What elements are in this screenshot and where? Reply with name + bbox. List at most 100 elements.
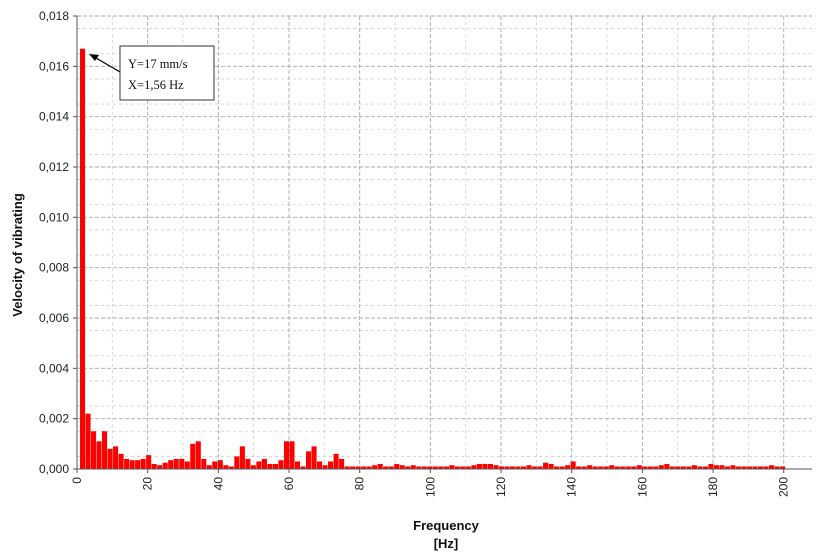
spectrum-bar — [730, 465, 736, 469]
spectrum-bar — [465, 466, 471, 469]
spectrum-bar — [653, 466, 659, 469]
spectrum-bar — [399, 465, 405, 469]
spectrum-bar — [234, 456, 240, 469]
x-tick-label: 120 — [494, 477, 508, 497]
spectrum-bar — [124, 458, 130, 469]
spectrum-bar — [272, 463, 278, 469]
spectrum-bar — [537, 466, 543, 469]
spectrum-bar — [151, 463, 157, 469]
spectrum-bar — [554, 466, 560, 469]
x-tick-label: 60 — [282, 477, 296, 491]
spectrum-bar — [239, 446, 245, 469]
spectrum-bar — [79, 48, 86, 469]
spectrum-bar — [261, 458, 267, 469]
x-tick-label: 0 — [70, 477, 84, 484]
spectrum-bar — [559, 466, 565, 469]
spectrum-bar — [339, 458, 345, 469]
y-tick-labels: 0,000 0,002 0,004 0,006 0,008 0,010 0,012 0,014… — [39, 9, 69, 476]
spectrum-bar — [543, 462, 549, 469]
spectrum-bar — [482, 463, 488, 469]
spectrum-bar — [206, 465, 212, 469]
x-tick-label: 180 — [706, 477, 720, 497]
spectrum-bar — [438, 466, 444, 469]
spectrum-bar — [741, 466, 747, 469]
spectrum-bar — [724, 466, 731, 469]
y-tick-label: 0,006 — [39, 311, 69, 325]
spectrum-bar — [118, 453, 124, 469]
spectrum-bar — [350, 466, 356, 469]
spectrum-bar — [168, 460, 174, 469]
spectrum-bar — [642, 466, 648, 469]
spectrum-bar — [173, 458, 179, 469]
spectrum-bar — [669, 466, 675, 469]
spectrum-bar — [620, 466, 626, 469]
spectrum-bar — [713, 465, 719, 469]
spectrum-bar — [372, 465, 378, 469]
spectrum-bar — [680, 466, 686, 469]
spectrum-bar — [515, 466, 521, 469]
spectrum-bar — [432, 466, 438, 469]
spectrum-bar — [592, 466, 598, 469]
spectrum-bar — [421, 466, 427, 469]
y-tick-label: 0,004 — [39, 361, 69, 375]
spectrum-bar — [217, 460, 223, 469]
annotation-arrow-head — [89, 54, 99, 61]
spectrum-bar — [317, 461, 323, 469]
spectrum-bar — [454, 466, 460, 469]
spectrum-bar — [311, 446, 317, 469]
spectrum-bar — [697, 466, 703, 469]
annotation-box — [119, 45, 215, 101]
spectrum-bar — [449, 465, 455, 469]
x-tick-labels: 0 20 40 60 80 100 120 140 160 180 200 — [70, 477, 791, 497]
spectrum-bars — [79, 48, 786, 469]
y-tick-label: 0,012 — [39, 160, 69, 174]
spectrum-bar — [504, 466, 510, 469]
x-tick-label: 100 — [423, 477, 437, 497]
spectrum-bar — [190, 443, 196, 469]
y-tick-label: 0,010 — [39, 210, 69, 224]
spectrum-bar — [625, 466, 631, 469]
spectrum-bar — [686, 466, 692, 469]
annotation-line-1: Y=17 mm/s — [128, 57, 188, 71]
spectrum-bar — [565, 465, 571, 469]
y-tick-label: 0,008 — [39, 261, 69, 275]
spectrum-bar — [708, 463, 714, 469]
spectrum-bar — [322, 465, 328, 469]
spectrum-bar — [758, 466, 764, 469]
spectrum-bar — [85, 413, 91, 469]
x-tick-label: 140 — [565, 477, 579, 497]
spectrum-bar — [228, 466, 234, 469]
spectrum-bar — [631, 466, 637, 469]
spectrum-bar — [383, 466, 389, 469]
spectrum-bar — [377, 463, 383, 469]
spectrum-bar — [548, 463, 554, 469]
spectrum-bar — [157, 465, 163, 469]
spectrum-bar — [614, 466, 620, 469]
spectrum-bar — [487, 463, 493, 469]
x-tick-label: 160 — [635, 477, 649, 497]
spectrum-bar — [691, 465, 697, 469]
spectrum-bar — [603, 466, 609, 469]
spectrum-bar — [526, 465, 532, 469]
spectrum-bar — [471, 465, 477, 469]
spectrum-bar — [333, 453, 339, 469]
x-tick-label: 40 — [211, 477, 225, 491]
spectrum-bar — [405, 466, 411, 469]
spectrum-bar — [113, 446, 119, 469]
spectrum-bar — [746, 466, 753, 469]
spectrum-bar — [135, 460, 141, 469]
spectrum-bar — [267, 463, 273, 469]
spectrum-bar — [570, 461, 576, 469]
spectrum-bar — [394, 463, 400, 469]
spectrum-bar — [532, 466, 538, 469]
spectrum-bar — [107, 448, 113, 469]
spectrum-bar — [647, 466, 653, 469]
spectrum-bar — [361, 466, 367, 469]
spectrum-bar — [769, 465, 775, 469]
peak-annotation: Y=17 mm/s X=1,56 Hz — [89, 45, 215, 101]
minor-gridlines — [77, 16, 812, 469]
x-tick-label: 200 — [777, 477, 791, 497]
spectrum-bar — [91, 431, 97, 469]
spectrum-bar — [719, 465, 725, 469]
